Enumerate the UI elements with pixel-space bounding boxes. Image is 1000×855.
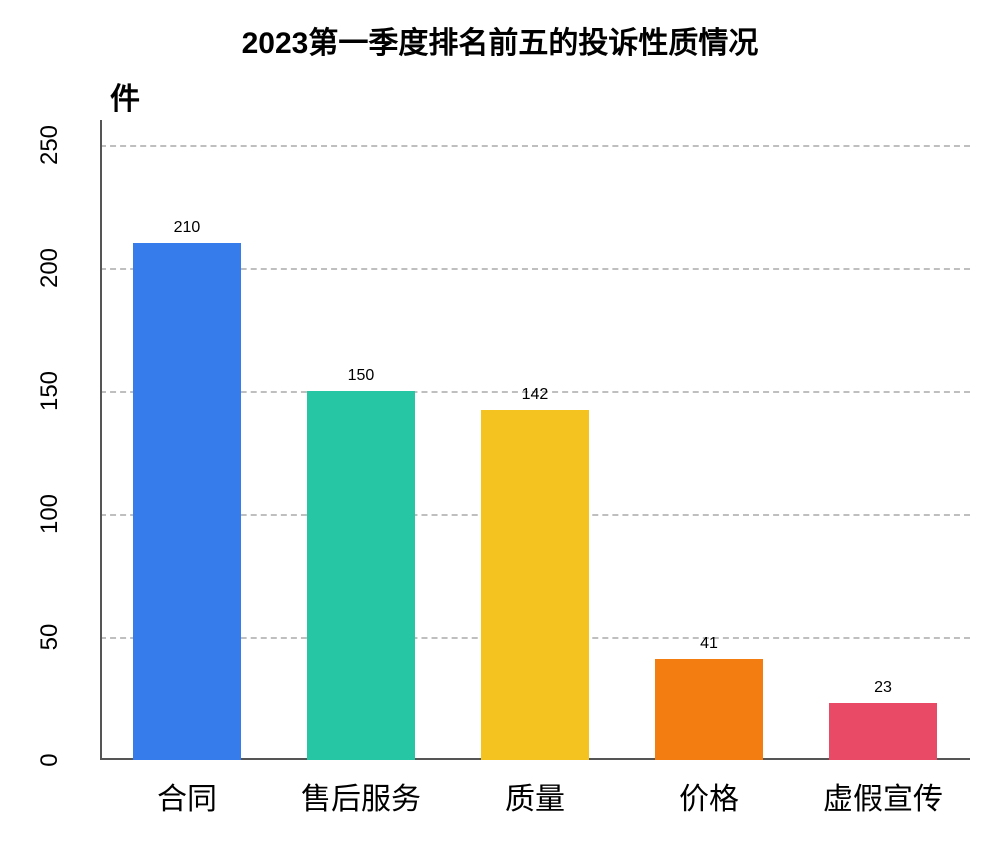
plot-area: 210 150 142 41 23 bbox=[100, 120, 970, 760]
chart-container: 2023第一季度排名前五的投诉性质情况 件 210 150 142 41 23 合同售后… bbox=[0, 0, 1000, 855]
x-category-label: 虚假宣传 bbox=[796, 774, 970, 818]
x-category-label: 质量 bbox=[448, 774, 622, 818]
y-tick-label: 150 bbox=[35, 351, 65, 431]
bar-value-label: 23 bbox=[829, 679, 937, 697]
y-axis-line bbox=[100, 120, 102, 760]
bar-value-label: 41 bbox=[655, 635, 763, 653]
bar bbox=[829, 703, 937, 760]
x-category-label: 合同 bbox=[100, 774, 274, 818]
bar-value-label: 150 bbox=[307, 367, 415, 385]
y-tick-label: 200 bbox=[35, 228, 65, 308]
bar bbox=[133, 243, 241, 760]
y-tick-label: 50 bbox=[35, 597, 65, 677]
bar bbox=[307, 391, 415, 760]
bar bbox=[481, 410, 589, 760]
x-category-label: 售后服务 bbox=[274, 774, 448, 818]
y-axis-label: 件 bbox=[110, 74, 140, 118]
gridline bbox=[100, 145, 970, 147]
y-tick-label: 250 bbox=[35, 105, 65, 185]
y-tick-label: 0 bbox=[35, 720, 65, 800]
y-tick-label: 100 bbox=[35, 474, 65, 554]
x-category-label: 价格 bbox=[622, 774, 796, 818]
chart-title: 2023第一季度排名前五的投诉性质情况 bbox=[0, 18, 1000, 62]
bar bbox=[655, 659, 763, 760]
bar-value-label: 142 bbox=[481, 386, 589, 404]
bar-value-label: 210 bbox=[133, 219, 241, 237]
